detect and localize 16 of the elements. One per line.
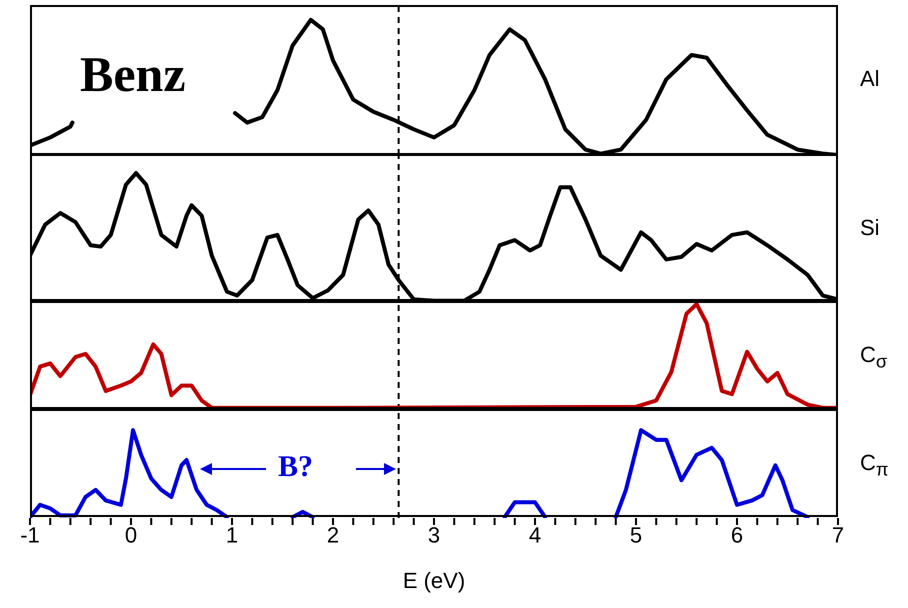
x-tick-label: 3: [428, 522, 440, 548]
x-tick-label: 6: [730, 522, 744, 548]
x-tick-label: 4: [528, 522, 542, 548]
x-tick-label: 5: [630, 522, 642, 548]
text: Al: [860, 66, 880, 92]
series-label: C$_{σ}$: [860, 342, 888, 372]
annotation: Benz: [80, 45, 186, 103]
annotation: B?: [278, 450, 314, 484]
x-axis-title: E (eV): [402, 568, 466, 593]
x-tick-label: 0: [124, 522, 138, 548]
x-tick-label: 7: [832, 522, 844, 548]
x-tick-label: -1: [20, 522, 40, 548]
x-tick-label: 1: [226, 522, 238, 548]
text: C$_{π}$: [860, 450, 889, 480]
text: Si: [860, 214, 880, 240]
x-tick-label: 2: [326, 522, 340, 548]
